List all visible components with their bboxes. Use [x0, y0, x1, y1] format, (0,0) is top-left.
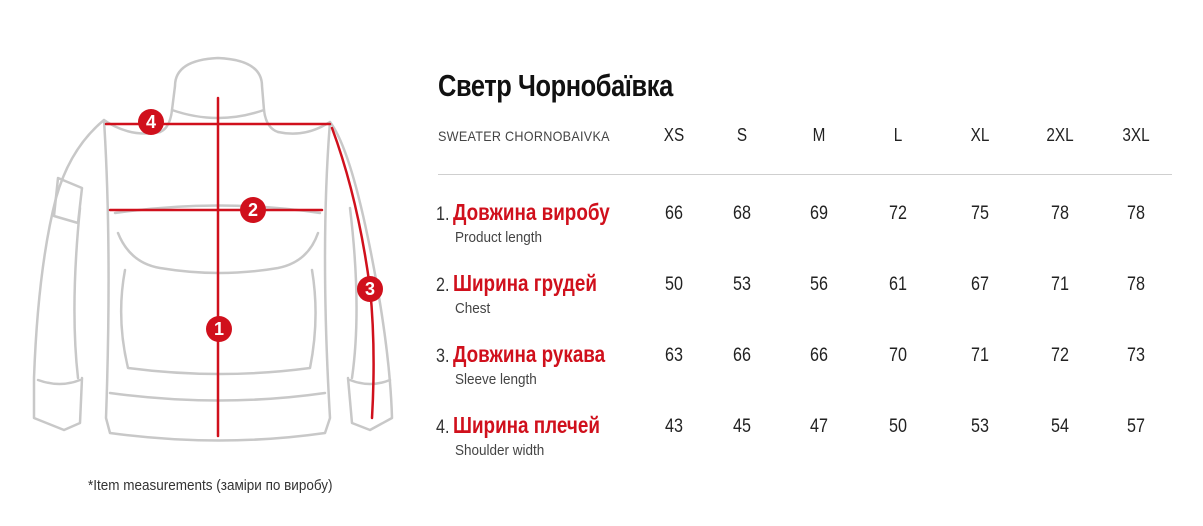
cell-value: 53	[971, 416, 989, 437]
cell-value: 75	[971, 203, 989, 224]
row-sublabel: Chest	[455, 300, 491, 317]
row-number: 2.	[436, 275, 450, 296]
cell-value: 78	[1051, 203, 1069, 224]
marker-2: 2	[248, 200, 258, 220]
size-header-3xl: 3XL	[1122, 125, 1150, 145]
row-label: Ширина грудей	[453, 270, 597, 296]
cell-value: 71	[1051, 274, 1069, 295]
marker-1: 1	[214, 319, 224, 339]
row-number: 3.	[436, 346, 450, 367]
cell-value: 70	[889, 345, 907, 366]
cell-value: 43	[665, 416, 683, 437]
row-sublabel: Shoulder width	[455, 442, 545, 459]
cell-value: 67	[971, 274, 989, 295]
cell-value: 50	[889, 416, 907, 437]
cell-value: 66	[810, 345, 828, 366]
row-label: Довжина рукава	[453, 341, 606, 367]
row-label: Ширина плечей	[453, 412, 600, 438]
size-header-s: S	[736, 125, 748, 145]
cell-value: 78	[1127, 274, 1145, 295]
cell-value: 66	[665, 203, 683, 224]
cell-value: 72	[1051, 345, 1069, 366]
cell-value: 53	[733, 274, 751, 295]
cell-value: 45	[733, 416, 751, 437]
size-header-xs: XS	[663, 125, 685, 145]
row-label: Довжина виробу	[453, 199, 610, 225]
size-header-l: L	[893, 125, 903, 145]
row-sublabel: Product length	[455, 229, 543, 246]
size-header-xl: XL	[970, 125, 990, 145]
cell-value: 73	[1127, 345, 1145, 366]
row-number: 4.	[436, 417, 450, 438]
size-header-m: M	[812, 125, 826, 145]
cell-value: 56	[810, 274, 828, 295]
product-title: Светр Чорнобаївка	[438, 68, 673, 103]
marker-4: 4	[146, 112, 156, 132]
cell-value: 78	[1127, 203, 1145, 224]
row-sublabel: Sleeve length	[455, 371, 537, 388]
cell-value: 57	[1127, 416, 1145, 437]
cell-value: 50	[665, 274, 683, 295]
sweater-illustration: 1 2 3 4	[32, 56, 394, 442]
cell-value: 71	[971, 345, 989, 366]
footnote: *Item measurements (заміри по виробу)	[88, 477, 333, 494]
cell-value: 69	[810, 203, 828, 224]
size-header-2xl: 2XL	[1046, 125, 1074, 145]
cell-value: 61	[889, 274, 907, 295]
cell-value: 66	[733, 345, 751, 366]
cell-value: 72	[889, 203, 907, 224]
cell-value: 63	[665, 345, 683, 366]
product-subtitle: SWEATER CHORNOBAIVKA	[438, 128, 610, 144]
cell-value: 68	[733, 203, 751, 224]
marker-3: 3	[365, 279, 375, 299]
table-divider	[438, 174, 1172, 175]
row-number: 1.	[436, 204, 450, 225]
cell-value: 54	[1051, 416, 1069, 437]
cell-value: 47	[810, 416, 828, 437]
